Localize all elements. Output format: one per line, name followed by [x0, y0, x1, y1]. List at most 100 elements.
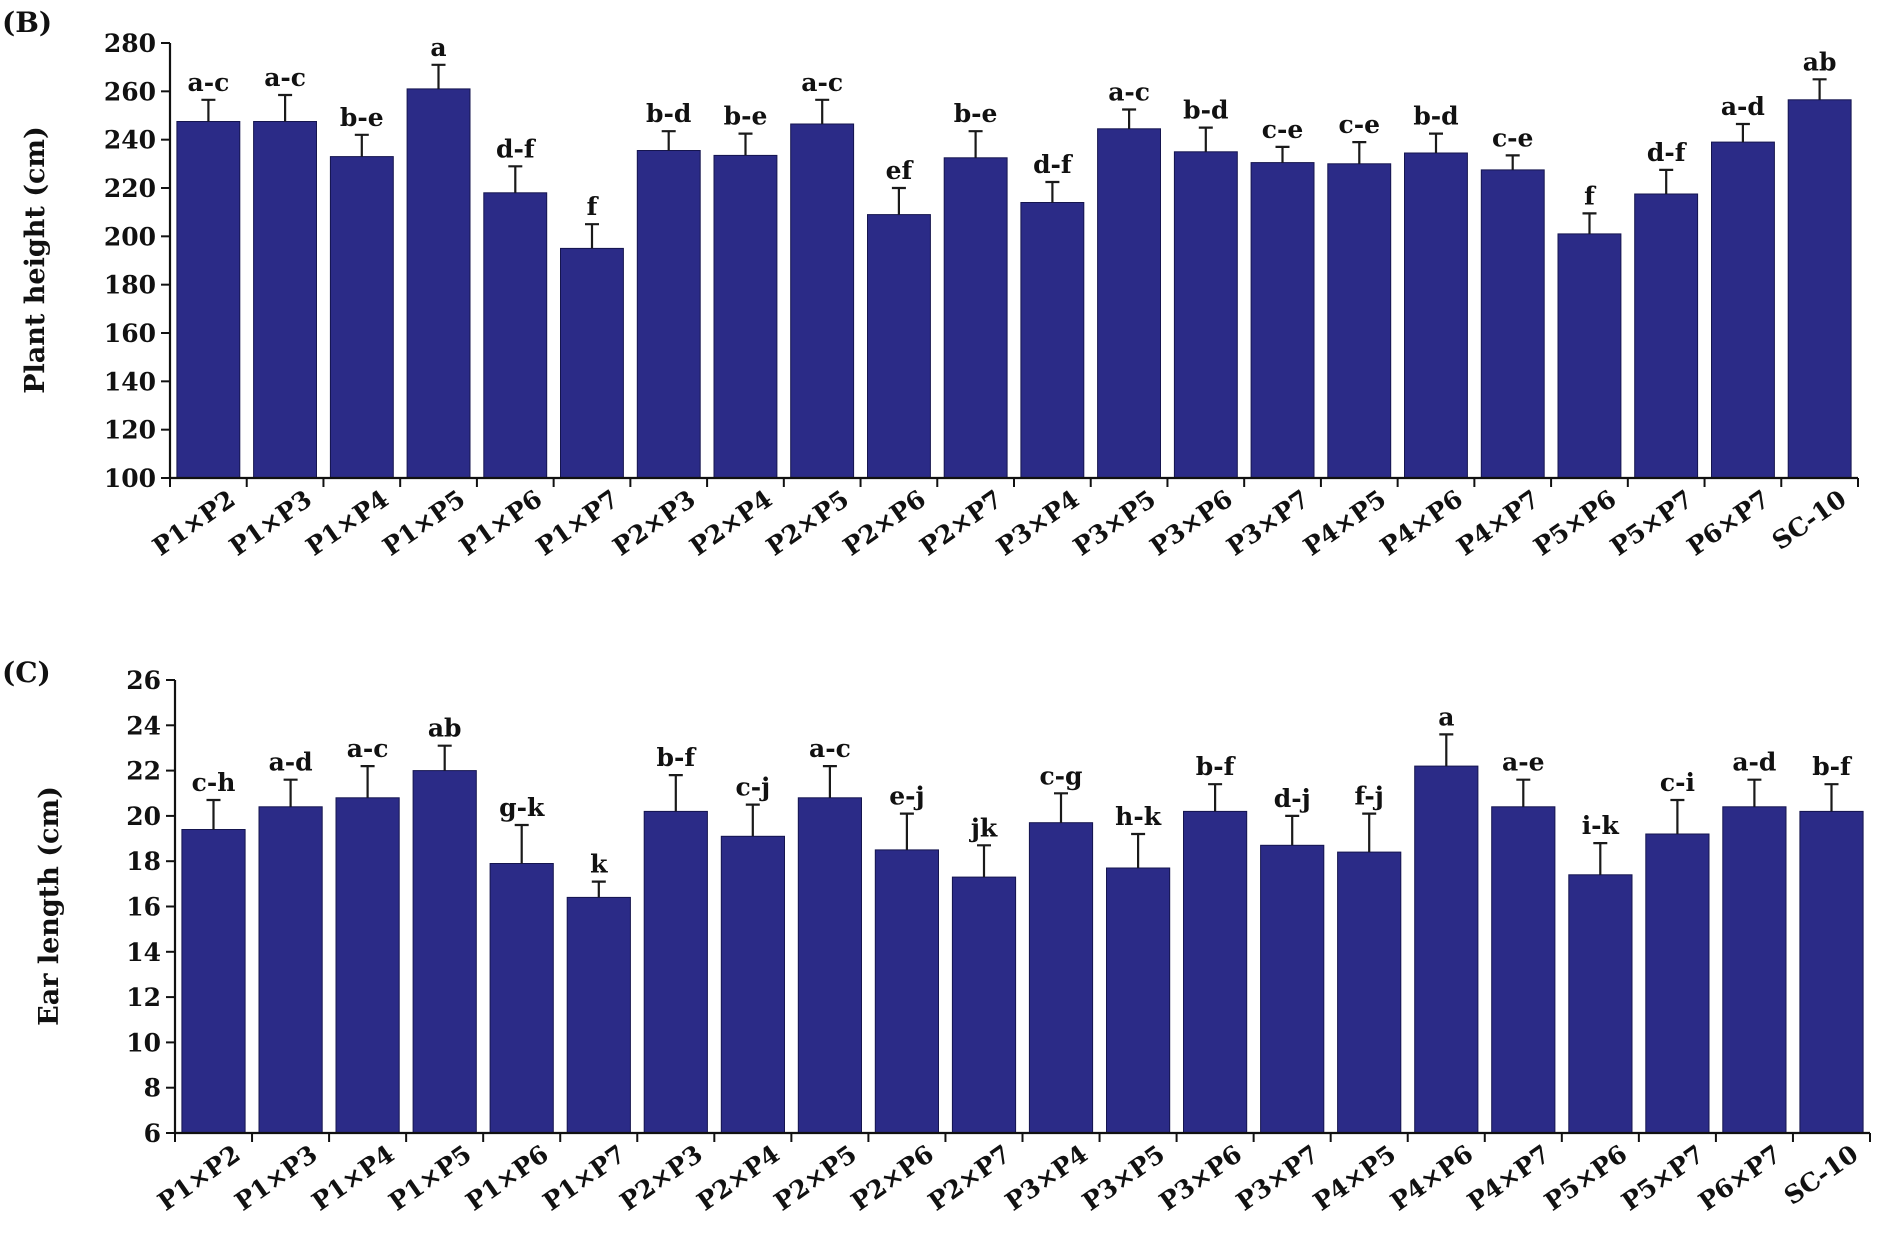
bar: [1787, 99, 1852, 479]
y-tick-label: 100: [104, 464, 156, 493]
bar: [1480, 169, 1545, 479]
y-tick-label: 12: [126, 983, 161, 1012]
significance-letter: ab: [1803, 47, 1837, 76]
error-bar: [745, 803, 760, 837]
error-bar: [283, 778, 298, 807]
significance-letter: a: [1438, 702, 1454, 731]
error-bar: [1208, 783, 1223, 812]
panel-b-plant-height-chart: (B) Plant height (cm) a-c a-c b-e a d-f f b-d b-e…: [2, 6, 1859, 562]
bar: [1028, 822, 1094, 1134]
x-tick-label: P2×P4: [684, 484, 777, 561]
significance-letter: i-k: [1582, 811, 1620, 840]
significance-letter: g-k: [499, 793, 545, 822]
error-bar: [206, 798, 221, 830]
y-tick-label: 16: [126, 893, 161, 922]
error-bar: [1285, 814, 1300, 846]
x-tick-label: P1×P7: [538, 1139, 631, 1216]
bar: [1097, 128, 1161, 479]
bar: [329, 156, 394, 479]
error-bar: [1122, 108, 1137, 129]
x-tick-label: P4×P7: [1452, 484, 1545, 561]
error-bar: [738, 132, 753, 156]
significance-letter: jk: [969, 813, 998, 842]
bar: [412, 770, 477, 1134]
significance-letter: a-d: [1721, 92, 1765, 121]
bar: [1711, 141, 1775, 479]
bar: [1722, 806, 1787, 1134]
y-tick-label: 14: [126, 938, 161, 967]
bar: [176, 121, 241, 479]
significance-letter: b-d: [1183, 96, 1228, 125]
x-tick-label: P1×P5: [384, 1139, 477, 1216]
significance-letter: a-d: [269, 748, 313, 777]
error-bar: [815, 98, 830, 124]
significance-letter: a-c: [264, 63, 306, 92]
significance-letter: c-g: [1039, 761, 1082, 790]
bar: [335, 797, 400, 1134]
y-tick-label: 8: [144, 1074, 161, 1103]
panel-c-ear-length-chart: (C) Ear length (cm) c-h a-d a-c ab g-k k b-f c-j a…: [2, 656, 1871, 1217]
error-bar: [431, 63, 446, 89]
x-tick-label: P4×P6: [1385, 1139, 1478, 1216]
y-tick-label: 20: [126, 802, 161, 831]
error-bar: [201, 98, 216, 122]
x-tick-label: P1×P3: [224, 484, 317, 561]
x-tick-label: P1×P4: [301, 484, 394, 561]
x-tick-label: P1×P5: [377, 484, 470, 561]
y-tick-label: 140: [104, 367, 156, 396]
error-bar: [278, 93, 293, 122]
bar: [258, 806, 323, 1134]
significance-letter: a-c: [188, 68, 230, 97]
bar: [181, 829, 246, 1134]
y-axis-label: Plant height (cm): [20, 126, 51, 394]
bar: [1568, 874, 1633, 1134]
x-tick-label: P4×P5: [1308, 1139, 1401, 1216]
bar: [713, 154, 778, 479]
x-tick-label: P3×P5: [1068, 484, 1161, 561]
error-bar: [977, 844, 991, 878]
error-bar: [1362, 812, 1377, 853]
error-bar: [360, 765, 375, 798]
x-tick-label: P1×P2: [147, 484, 240, 561]
x-tick-label: P3×P4: [1000, 1139, 1093, 1216]
error-bar: [661, 130, 676, 151]
bar: [1799, 810, 1864, 1134]
significance-letter: a-c: [1108, 78, 1150, 107]
x-tick-label: P1×P6: [461, 1139, 554, 1216]
error-bar: [1054, 792, 1068, 823]
bar: [1404, 152, 1468, 479]
error-bar: [1505, 154, 1520, 170]
x-tick-label: P1×P2: [152, 1139, 245, 1216]
error-bar: [1516, 778, 1531, 807]
x-tick-label: P3×P6: [1154, 1139, 1247, 1216]
x-tick-label: SC-10: [1779, 1139, 1864, 1210]
significance-letter: d-f: [496, 134, 537, 163]
significance-letter: f-j: [1355, 782, 1384, 811]
bar: [874, 849, 939, 1134]
significance-letter: a-c: [809, 734, 851, 763]
x-tick-label: P3×P7: [1231, 1139, 1324, 1216]
error-bar: [437, 744, 452, 771]
bar: [1250, 162, 1315, 479]
significance-letter: b-d: [646, 99, 691, 128]
x-tick-label: P5×P7: [1616, 1139, 1709, 1216]
significance-letter: c-e: [1492, 123, 1534, 152]
x-tick-label: P2×P6: [838, 484, 931, 561]
y-tick-label: 240: [104, 126, 156, 155]
x-tick-label: P5×P6: [1528, 484, 1621, 561]
significance-letter: h-k: [1115, 802, 1162, 831]
x-tick-label: P3×P6: [1145, 484, 1238, 561]
error-bar: [591, 880, 606, 898]
x-tick-label: P4×P7: [1462, 1139, 1555, 1216]
significance-letter: f: [1584, 181, 1597, 210]
bar: [1106, 867, 1171, 1134]
x-tick-label: P3×P4: [991, 484, 1084, 561]
significance-letter: a-c: [347, 734, 389, 763]
significance-letter: c-i: [1660, 768, 1695, 797]
bar: [1260, 844, 1325, 1134]
error-bar: [1812, 78, 1827, 100]
bar: [943, 157, 1008, 479]
significance-letter: a: [430, 33, 446, 62]
panel-label: (B): [2, 6, 52, 39]
